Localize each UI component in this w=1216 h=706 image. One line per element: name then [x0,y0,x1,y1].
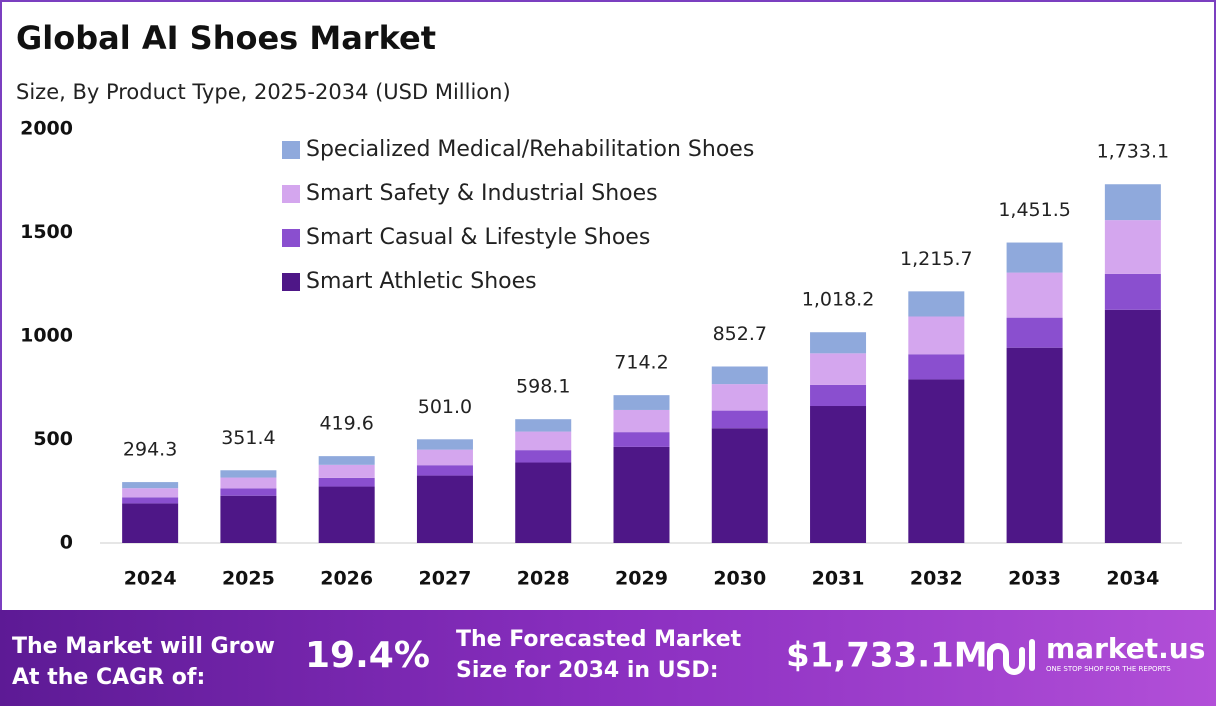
bar-segment [711,384,768,411]
bar-segment [810,406,867,543]
bar-segment [318,456,375,465]
bar-segment [1104,309,1161,543]
bar-segment [613,446,670,543]
bar-segment [122,503,179,543]
total-label: 351.4 [221,427,275,449]
bar-segment [908,316,965,355]
bar-segment [220,470,277,478]
x-tick-label: 2026 [320,568,373,590]
bar-segment [515,450,572,463]
size-label: Size for 2034 in USD: [456,658,719,683]
x-tick-label: 2024 [124,568,177,590]
bar-segment [1104,184,1161,221]
chart-subtitle: Size, By Product Type, 2025-2034 (USD Mi… [16,80,511,104]
bar-segment [416,449,473,466]
y-tick-label: 2000 [20,118,73,140]
cagr-value: 19.4% [305,635,430,676]
total-label: 1,215.7 [900,248,973,270]
total-label: 294.3 [123,439,177,461]
bar-segment [1104,220,1161,274]
brand-logo [987,639,1035,675]
legend-swatch [282,141,300,159]
chart-title: Global AI Shoes Market [16,19,436,57]
bar-segment [122,482,179,489]
tagline: ONE STOP SHOP FOR THE REPORTS [1046,665,1171,673]
total-label: 501.0 [418,396,472,418]
x-tick-label: 2031 [812,568,865,590]
size-label: The Forecasted Market [456,627,742,652]
bar-segment [810,384,867,407]
total-label: 852.7 [713,323,767,345]
y-tick-label: 0 [60,532,73,554]
bar-segment [416,465,473,476]
legend-label: Smart Athletic Shoes [306,269,537,294]
bar-segment [318,477,375,487]
bar-segment [908,379,965,543]
legend-swatch [282,229,300,247]
x-tick-label: 2027 [419,568,472,590]
total-label: 419.6 [319,413,373,435]
size-value: $1,733.1M [786,636,988,676]
legend-label: Smart Casual & Lifestyle Shoes [306,225,650,250]
bar-segment [711,410,768,429]
bar-segment [416,439,473,450]
legend-label: Specialized Medical/Rehabilitation Shoes [306,137,754,162]
bar-segment [1006,272,1063,318]
total-label: 1,018.2 [802,289,875,311]
bar-segment [122,488,179,498]
bar-segment [810,332,867,354]
bar-segment [908,354,965,380]
bar-segment [711,366,768,385]
legend-swatch [282,273,300,291]
x-tick-label: 2028 [517,568,570,590]
total-label: 1,451.5 [998,199,1071,221]
bar-segment [515,419,572,432]
y-tick-label: 1500 [20,221,73,243]
bar-segment [711,428,768,543]
bar-segment [515,431,572,451]
total-label: 598.1 [516,376,570,398]
bar-segment [318,464,375,478]
cagr-label: At the CAGR of: [12,665,205,690]
cagr-label: The Market will Grow [12,634,275,659]
y-tick-label: 1000 [20,325,73,347]
y-tick-label: 500 [33,428,73,450]
bar-segment [613,409,670,433]
x-tick-label: 2030 [713,568,766,590]
legend-label: Smart Safety & Industrial Shoes [306,181,658,206]
footer-banner [0,610,1216,706]
bar-segment [1006,347,1063,543]
x-tick-label: 2034 [1106,568,1159,590]
legend-swatch [282,185,300,203]
bar-segment [122,497,179,504]
bar-segment [613,395,670,410]
bar-segment [810,353,867,385]
total-label: 714.2 [614,352,668,374]
bar-segment [220,488,277,496]
brand: market.us [1046,632,1205,665]
bar-segment [318,486,375,543]
bar-segment [613,432,670,447]
bar-segment [220,495,277,543]
x-tick-label: 2032 [910,568,963,590]
bar-segment [908,291,965,317]
bar-segment [220,477,277,489]
x-tick-label: 2029 [615,568,668,590]
bar-segment [1006,317,1063,348]
x-tick-label: 2025 [222,568,275,590]
bar-segment [1006,242,1063,273]
bar-segment [1104,273,1161,310]
total-label: 1,733.1 [1097,141,1170,163]
x-tick-label: 2033 [1008,568,1061,590]
bar-segment [416,475,473,543]
bar-segment [515,462,572,543]
